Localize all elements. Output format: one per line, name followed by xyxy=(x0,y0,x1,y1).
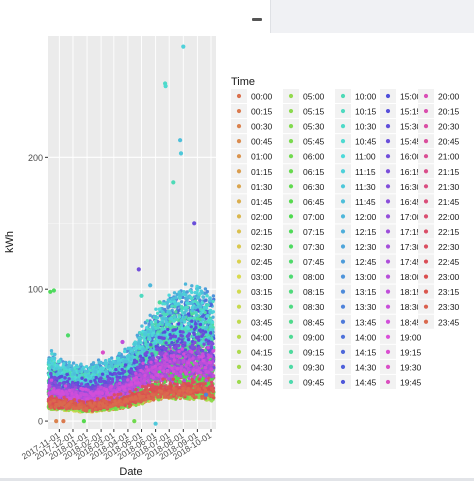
data-point xyxy=(158,314,162,318)
data-point xyxy=(183,282,188,286)
data-point xyxy=(211,294,216,298)
data-points xyxy=(46,44,216,426)
data-point xyxy=(180,295,185,299)
window-top-bar-right xyxy=(270,0,474,33)
data-point xyxy=(179,300,184,304)
data-point xyxy=(89,363,94,367)
data-point xyxy=(211,315,215,319)
data-point xyxy=(197,285,202,290)
data-point xyxy=(185,290,189,294)
data-point xyxy=(71,361,76,365)
data-point xyxy=(49,349,54,353)
data-point xyxy=(172,291,177,295)
data-point xyxy=(135,333,139,337)
data-point xyxy=(204,298,208,302)
data-point xyxy=(205,289,209,294)
data-point xyxy=(186,312,191,316)
data-point xyxy=(178,379,182,384)
minimize-icon[interactable] xyxy=(252,18,262,21)
data-point xyxy=(148,313,152,317)
window-tab xyxy=(222,0,271,33)
data-point xyxy=(190,284,194,288)
data-point xyxy=(203,287,208,291)
data-point xyxy=(166,305,170,310)
data-point xyxy=(209,303,213,307)
data-point xyxy=(198,298,202,302)
